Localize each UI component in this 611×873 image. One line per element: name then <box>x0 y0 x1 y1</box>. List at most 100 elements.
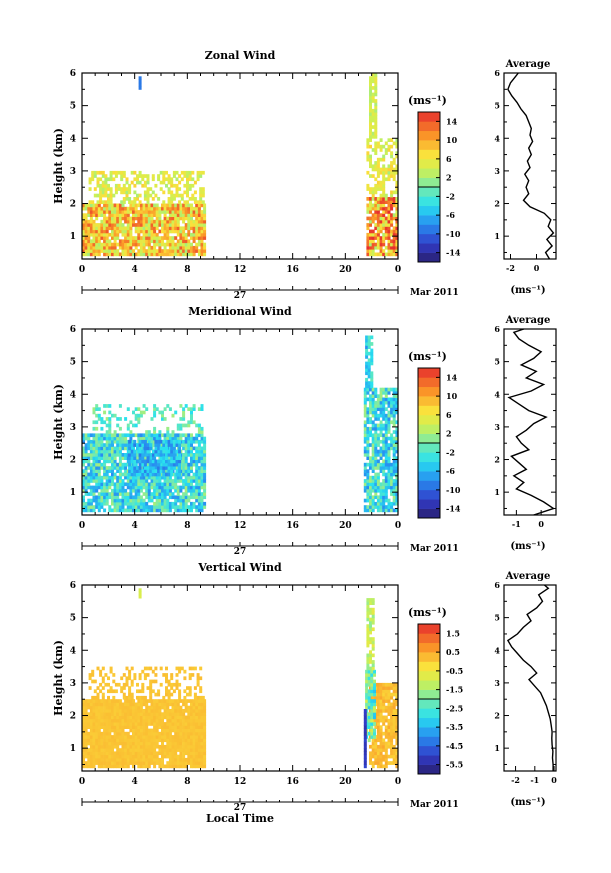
heatmap-cell <box>130 443 134 447</box>
heatmap-cell <box>126 495 130 500</box>
heatmap-cell <box>174 754 178 759</box>
heatmap-cell <box>100 485 104 490</box>
heatmap-cell <box>124 236 128 240</box>
heatmap-cell <box>382 252 386 257</box>
heatmap-cell <box>192 420 196 425</box>
heatmap-cell <box>118 488 122 493</box>
heatmap-cell <box>89 705 93 710</box>
heatmap-cell <box>370 381 374 385</box>
heatmap-cell <box>184 249 188 253</box>
heatmap-cell <box>384 439 388 444</box>
heatmap-cell <box>374 177 378 182</box>
heatmap-cell <box>374 417 378 421</box>
heatmap-cell <box>390 738 394 743</box>
heatmap-cell <box>166 738 170 743</box>
heatmap-cell <box>126 492 130 496</box>
y-tick-label: 1 <box>70 232 76 242</box>
heatmap-cell <box>203 754 207 759</box>
heatmap-cell <box>163 210 167 214</box>
colorbar-tick-label: 6 <box>446 154 452 164</box>
heatmap-cell <box>179 252 183 257</box>
heatmap-cell <box>116 479 120 483</box>
heatmap-cell <box>103 488 107 493</box>
heatmap-cell <box>369 164 372 169</box>
heatmap-cell <box>384 715 388 720</box>
heatmap-cell <box>392 229 396 234</box>
heatmap-cell <box>379 492 383 496</box>
heatmap-cell <box>200 485 204 490</box>
heatmap-cell <box>382 413 386 418</box>
heatmap-cell <box>374 76 378 80</box>
heatmap-cell <box>126 712 130 716</box>
heatmap-cell <box>136 459 139 464</box>
heatmap-cell <box>113 735 117 739</box>
heatmap-cell <box>150 508 154 513</box>
heatmap-cell <box>395 695 399 700</box>
heatmap-cell <box>370 699 374 703</box>
heatmap-cell <box>366 157 370 162</box>
heatmap-cell <box>146 177 150 182</box>
heatmap-cell <box>139 236 143 240</box>
heatmap-cell <box>97 705 101 710</box>
heatmap-cell <box>121 482 125 487</box>
heatmap-cell <box>174 229 178 234</box>
heatmap-cell <box>111 488 114 493</box>
heatmap-cell <box>190 488 193 493</box>
heatmap-cell <box>159 682 163 687</box>
heatmap-cell <box>122 187 126 191</box>
heatmap-cell <box>142 229 146 234</box>
heatmap-cell <box>95 229 99 234</box>
heatmap-cell <box>365 702 369 707</box>
heatmap-cell <box>121 232 125 237</box>
heatmap-cell <box>103 210 107 214</box>
heatmap-cell <box>149 686 153 690</box>
heatmap-cell <box>376 187 380 191</box>
heatmap-cell <box>370 692 374 697</box>
heatmap-cell <box>371 436 375 441</box>
heatmap-cell <box>154 462 158 467</box>
heatmap-cell <box>191 673 195 677</box>
heatmap-cell <box>97 498 101 503</box>
heatmap-cell <box>384 407 388 411</box>
heatmap-cell <box>363 407 367 411</box>
heatmap-cell <box>96 666 100 671</box>
heatmap-cell <box>145 242 149 247</box>
heatmap-cell <box>118 443 122 447</box>
heatmap-cell <box>114 682 118 687</box>
heatmap-cell <box>97 751 101 756</box>
heatmap-cell <box>91 669 95 674</box>
heatmap-cell <box>197 203 201 208</box>
heatmap-cell <box>374 161 378 165</box>
heatmap-cell <box>161 410 164 415</box>
heatmap-cell <box>171 722 175 726</box>
heatmap-cell <box>133 456 137 460</box>
heatmap-cell <box>82 239 85 244</box>
heatmap-cell <box>89 751 93 756</box>
heatmap-cell <box>376 219 380 224</box>
heatmap-cell <box>370 371 374 376</box>
heatmap-cell <box>124 239 128 244</box>
heatmap-cell <box>392 242 396 247</box>
heatmap-cell <box>379 203 383 208</box>
heatmap-cell <box>139 712 143 716</box>
heatmap-cell <box>387 206 391 211</box>
heatmap-cell <box>369 410 372 415</box>
heatmap-cell <box>171 252 175 257</box>
heatmap-cell <box>158 764 162 769</box>
heatmap-cell <box>390 410 394 415</box>
heatmap-cell <box>371 245 375 250</box>
heatmap-cell <box>371 229 375 234</box>
heatmap-cell <box>374 754 378 759</box>
heatmap-cell <box>163 219 167 224</box>
heatmap-cell <box>142 236 146 240</box>
heatmap-cell <box>162 449 166 454</box>
heatmap-cell <box>203 731 207 736</box>
heatmap-cell <box>126 505 130 509</box>
heatmap-cell <box>109 689 113 694</box>
heatmap-cell <box>108 417 112 421</box>
heatmap-cell <box>113 446 117 451</box>
heatmap-cell <box>100 479 104 483</box>
heatmap-cell <box>162 443 166 447</box>
heatmap-cell <box>200 718 204 723</box>
heatmap-cell <box>145 712 149 716</box>
